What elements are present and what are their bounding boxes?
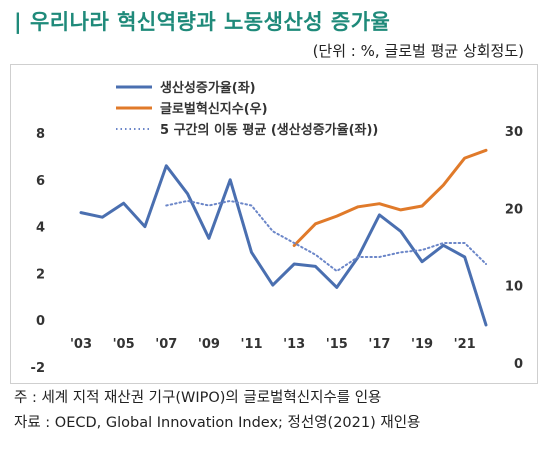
x-tick-label: '09 [198, 337, 220, 352]
chart-area: 8 6 4 2 0 -2 30 20 10 0'03'05'07'09'11'13'15'17'1… [10, 64, 538, 384]
chart-title: | 우리나라 혁신역량과 노동생산성 증가율 [14, 10, 391, 34]
line-chart: 86420-23020100'03'05'07'09'11'13'15'17'1… [31, 80, 523, 376]
x-tick-label: '03 [70, 337, 92, 352]
footnote-data-source: 자료 : OECD, Global Innovation Index; 정선영(… [14, 415, 421, 431]
x-tick-label: '11 [240, 337, 262, 352]
x-tick-label: '13 [283, 337, 305, 352]
y-right-tick-label: 30 [505, 125, 523, 140]
y-left-tick-label: 0 [36, 314, 45, 329]
series-line-3 [165, 199, 487, 273]
x-tick-label: '15 [326, 337, 348, 352]
y-left-tick-label: 2 [36, 267, 45, 282]
y-left-tick-label: 6 [36, 174, 45, 189]
y-right-tick-label: 0 [514, 357, 523, 372]
x-tick-label: '05 [113, 337, 135, 352]
y-right-tick-label: 10 [505, 280, 523, 295]
x-tick-label: '19 [411, 337, 433, 352]
y-left-tick-label: 4 [36, 221, 45, 236]
footnote-source-note: 주 : 세계 지적 재산권 기구(WIPO)의 글로벌혁신지수를 인용 [14, 390, 382, 406]
y-left-tick-label: 8 [36, 127, 45, 142]
x-tick-label: '21 [454, 337, 476, 352]
y-right-tick-label: 20 [505, 202, 523, 217]
series-line-2 [292, 148, 488, 247]
legend-label: 5 구간의 이동 평균 (생산성증가율(좌)) [160, 122, 378, 138]
x-tick-label: '07 [155, 337, 177, 352]
unit-label: (단위 : %, 글로벌 평균 상회정도) [312, 42, 524, 60]
legend-label: 생산성증가율(좌) [160, 80, 256, 96]
footnotes: 주 : 세계 지적 재산권 기구(WIPO)의 글로벌혁신지수를 인용 자료 :… [14, 386, 420, 436]
y-left-tick-label: -2 [31, 361, 45, 376]
series-line-1 [79, 164, 488, 327]
x-tick-label: '17 [368, 337, 390, 352]
legend-label: 글로벌혁신지수(우) [160, 101, 268, 117]
